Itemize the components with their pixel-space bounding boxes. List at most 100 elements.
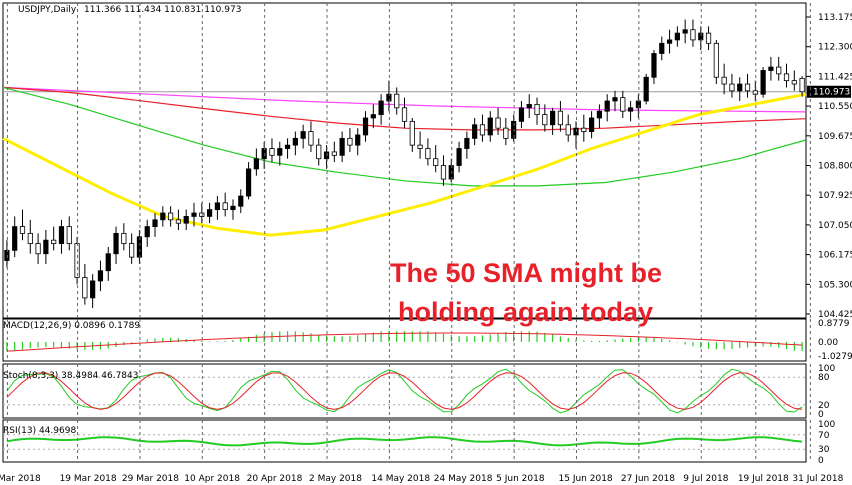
candle <box>277 141 283 166</box>
x-tick-label: 19 Jul 2018 <box>738 474 789 484</box>
price-label: 110.973 <box>813 88 850 98</box>
stoch-tick-label: 0 <box>818 410 824 420</box>
candle <box>760 67 766 98</box>
candle <box>565 114 571 142</box>
y-tick-label: 107.050 <box>818 221 852 231</box>
candle <box>620 90 626 118</box>
candle <box>791 70 797 91</box>
ohlc-readout: 111.366 111.434 110.831 110.973 <box>84 5 241 15</box>
candle <box>550 107 556 135</box>
yellow-ma-line <box>2 92 807 237</box>
x-tick-label: 5 Jun 2018 <box>496 474 545 484</box>
rsi-tick-label: 100 <box>818 420 835 430</box>
candle <box>557 101 564 132</box>
candle <box>713 39 719 85</box>
candle <box>183 209 189 230</box>
candle <box>175 209 182 230</box>
macd-tick-label: 0.8779 <box>818 319 850 329</box>
price-tag <box>807 85 851 98</box>
candle <box>627 101 634 122</box>
y-tick-label: 107.925 <box>818 191 852 201</box>
candle <box>355 128 361 156</box>
candle <box>144 219 150 247</box>
candle <box>230 199 236 220</box>
candle <box>113 226 119 264</box>
x-tick-label: 31 Jul 2018 <box>792 474 843 484</box>
candle <box>799 76 805 97</box>
macd-tick-label: -1.0279 <box>818 352 852 362</box>
candle <box>347 128 353 152</box>
candle <box>666 29 673 54</box>
y-tick-label: 112.300 <box>818 43 852 53</box>
candle <box>401 97 408 129</box>
candle <box>214 196 220 220</box>
candle <box>674 26 680 47</box>
candle <box>643 73 649 105</box>
annotation-line-2: holding again today <box>398 297 653 327</box>
candle <box>43 229 49 264</box>
candle <box>581 114 587 142</box>
stoch-label: Stoch(8,3,3) 38.4984 46.7843 <box>3 371 138 381</box>
candle <box>206 202 213 224</box>
macd-tick-label: 0.00 <box>818 338 838 348</box>
candle <box>370 104 376 129</box>
candle <box>690 19 696 47</box>
candle <box>292 131 298 156</box>
y-tick-label: 108.800 <box>818 162 852 172</box>
x-tick-label: 24 May 2018 <box>434 474 493 484</box>
candle <box>456 141 462 173</box>
candle <box>682 19 688 44</box>
candle <box>744 73 751 98</box>
candle <box>783 63 790 88</box>
candle <box>378 94 384 125</box>
candle <box>464 131 470 159</box>
candle <box>269 138 275 163</box>
candle <box>612 90 618 112</box>
candle <box>542 104 548 132</box>
candle <box>737 77 743 102</box>
candle <box>362 111 369 142</box>
candle <box>129 233 135 264</box>
candle <box>90 274 96 309</box>
candle <box>518 101 525 129</box>
candle <box>729 73 735 98</box>
y-tick-label: 113.175 <box>818 13 852 23</box>
candle <box>479 114 486 142</box>
y-tick-label: 109.675 <box>818 132 852 142</box>
candle <box>222 192 228 217</box>
x-tick-label: 27 Jun 2018 <box>621 474 675 484</box>
macd-label: MACD(12,26,9) 0.0896 0.1789 <box>3 321 140 331</box>
stoch-d-line <box>6 372 803 410</box>
candle <box>440 155 447 186</box>
stoch-tick-label: 100 <box>818 364 835 374</box>
annotation-line-1: The 50 SMA might be <box>390 258 662 288</box>
candle <box>191 202 197 227</box>
candle <box>339 131 345 163</box>
macd-pane-frame <box>2 318 807 362</box>
candle <box>27 219 33 254</box>
rsi-tick-label: 30 <box>818 445 830 455</box>
y-tick-label: 106.175 <box>818 251 852 261</box>
stoch-k-line <box>6 368 803 414</box>
candle <box>58 219 65 254</box>
stoch-pane-frame <box>2 363 807 419</box>
y-tick-label: 110.550 <box>818 102 852 112</box>
candle <box>284 138 291 159</box>
price-pane: 113.175 112.300 111.425 110.550 109.675 108.8… <box>2 2 852 320</box>
candle <box>316 138 322 166</box>
candle <box>495 107 501 135</box>
candle <box>503 117 509 146</box>
candle <box>705 26 712 51</box>
rsi-tick-label: 0 <box>818 456 824 466</box>
x-tick-label: 2 May 2018 <box>309 474 362 484</box>
candle <box>425 138 431 166</box>
candle <box>433 145 439 173</box>
rsi-pane-frame <box>2 419 807 463</box>
candle <box>152 213 158 237</box>
candle <box>82 263 88 305</box>
candle <box>300 124 306 149</box>
macd-pane: 0.8779 0.00 -1.0279 <box>2 318 852 362</box>
